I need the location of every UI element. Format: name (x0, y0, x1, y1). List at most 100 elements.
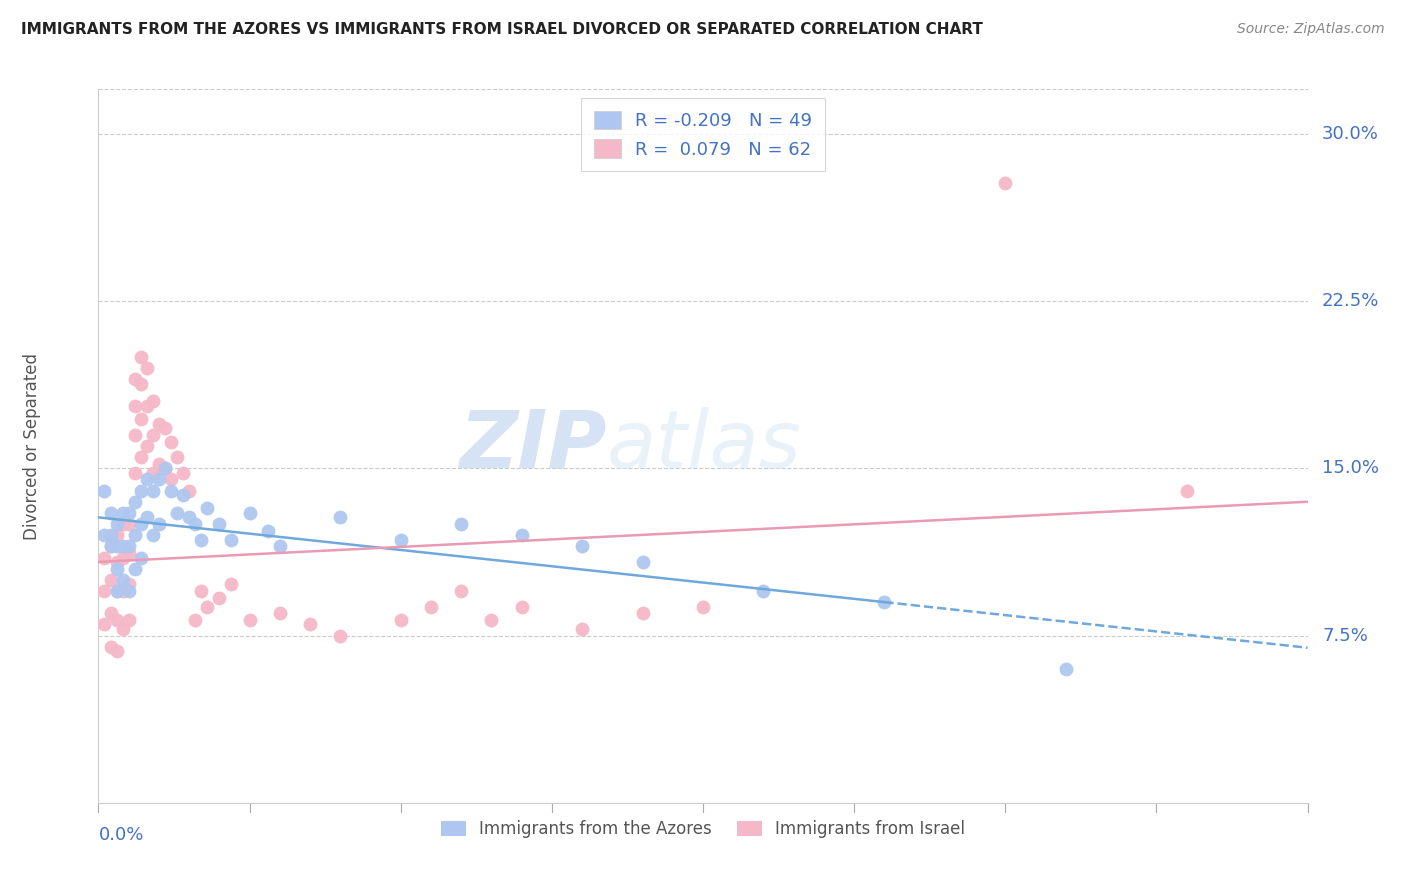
Point (329, 510, 352, 524)
Point (195, 599, 218, 614)
Point (100, 506, 122, 520)
Text: 30.0%: 30.0% (1322, 125, 1379, 143)
Point (450, 583, 472, 598)
Point (105, 562, 128, 576)
Text: IMMIGRANTS FROM THE AZORES VS IMMIGRANTS FROM ISRAEL DIVORCED OR SEPARATED CORRE: IMMIGRANTS FROM THE AZORES VS IMMIGRANTS… (21, 22, 983, 37)
Point (129, 516, 152, 531)
Point (195, 501, 218, 516)
Point (190, 533, 212, 547)
Point (100, 539, 122, 553)
Point (111, 550, 134, 565)
Point (389, 613, 412, 627)
Point (124, 466, 146, 480)
Point (111, 539, 134, 553)
Point (118, 583, 141, 598)
Text: atlas: atlas (606, 407, 801, 485)
Point (221, 533, 243, 547)
Point (752, 583, 775, 598)
Point (160, 434, 183, 449)
Text: Source: ZipAtlas.com: Source: ZipAtlas.com (1237, 22, 1385, 37)
Point (135, 360, 157, 375)
Text: Divorced or Separated: Divorced or Separated (22, 352, 41, 540)
Point (873, 595, 896, 609)
Text: 7.5%: 7.5% (1322, 626, 1368, 645)
Point (93, 583, 115, 598)
Point (148, 473, 170, 487)
Point (571, 539, 593, 553)
Text: 22.5%: 22.5% (1322, 292, 1379, 310)
Point (256, 524, 278, 538)
Point (111, 573, 134, 587)
Legend: Immigrants from the Azores, Immigrants from Israel: Immigrants from the Azores, Immigrants f… (434, 814, 972, 845)
Point (142, 427, 165, 442)
Point (100, 539, 122, 553)
Point (129, 412, 152, 426)
Point (148, 457, 170, 471)
Point (160, 473, 183, 487)
Point (172, 466, 194, 480)
Point (571, 622, 593, 636)
Point (994, 176, 1017, 190)
Point (389, 533, 412, 547)
Point (105, 583, 128, 598)
Point (142, 394, 165, 409)
Point (105, 516, 128, 531)
Point (118, 613, 141, 627)
Point (692, 599, 714, 614)
Point (100, 573, 122, 587)
Point (135, 510, 157, 524)
Point (111, 516, 134, 531)
Point (166, 506, 188, 520)
Text: 0.0%: 0.0% (98, 826, 143, 844)
Point (631, 555, 654, 569)
Point (100, 607, 122, 621)
Point (100, 528, 122, 542)
Point (105, 539, 128, 553)
Point (124, 399, 146, 413)
Point (179, 483, 201, 498)
Point (124, 372, 146, 386)
Point (105, 528, 128, 542)
Point (239, 506, 262, 520)
Point (190, 583, 212, 598)
Point (269, 539, 291, 553)
Point (153, 421, 176, 435)
Point (135, 439, 157, 453)
Point (329, 628, 352, 642)
Point (179, 510, 201, 524)
Point (93, 617, 115, 632)
Text: 15.0%: 15.0% (1322, 459, 1379, 477)
Point (142, 528, 165, 542)
Point (135, 399, 157, 413)
Point (153, 461, 176, 475)
Point (160, 483, 183, 498)
Point (105, 644, 128, 658)
Point (129, 483, 152, 498)
Point (299, 617, 322, 632)
Point (148, 516, 170, 531)
Point (208, 516, 231, 531)
Point (93, 483, 115, 498)
Point (184, 516, 207, 531)
Point (105, 555, 128, 569)
Point (1175, 483, 1198, 498)
Point (172, 488, 194, 502)
Text: ZIP: ZIP (458, 407, 606, 485)
Point (166, 450, 188, 464)
Point (510, 528, 533, 542)
Point (124, 494, 146, 508)
Point (93, 528, 115, 542)
Point (105, 583, 128, 598)
Point (142, 483, 165, 498)
Point (129, 376, 152, 391)
Point (105, 613, 128, 627)
Point (118, 539, 141, 553)
Point (1054, 662, 1077, 676)
Point (135, 473, 157, 487)
Point (129, 550, 152, 565)
Point (93, 550, 115, 565)
Point (221, 577, 243, 591)
Point (450, 516, 472, 531)
Point (118, 516, 141, 531)
Point (100, 640, 122, 654)
